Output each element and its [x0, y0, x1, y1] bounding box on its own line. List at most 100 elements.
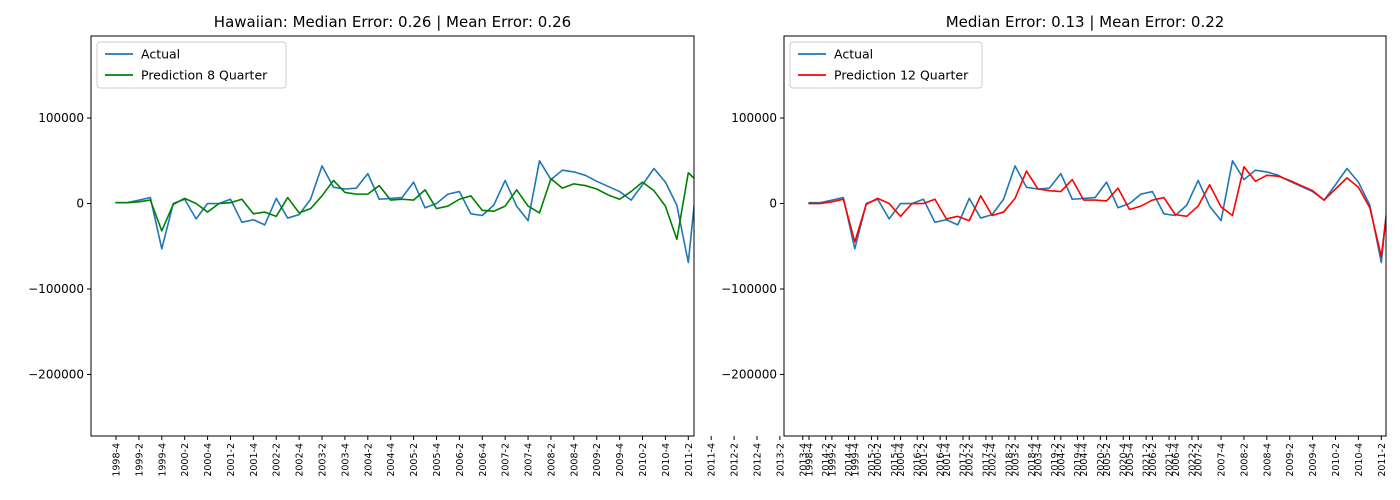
- x-tick-label: 2010-2: [638, 443, 649, 477]
- x-tick-label: 2018-2: [1004, 443, 1015, 477]
- x-tick-label: 2002-4: [988, 443, 999, 477]
- subplot-2: Median Error: 0.13 | Mean Error: 0.22 100…: [721, 13, 1400, 477]
- x-tick-label: 2010-4: [661, 443, 672, 477]
- x-tick-label: 2006-2: [455, 443, 466, 477]
- x-tick-label: 2003-4: [340, 443, 351, 477]
- y-tick-label: −200000: [721, 367, 777, 381]
- x-tick-label: 2007-4: [524, 443, 535, 477]
- x-tick-label: 2000-2: [180, 443, 191, 477]
- x-tick-label: 2014-2: [821, 443, 832, 477]
- x-tick-label: 2006-4: [478, 443, 489, 477]
- legend: Actual Prediction 12 Quarter: [789, 41, 983, 89]
- x-tick-label: 2019-2: [1050, 443, 1061, 477]
- x-tick-label: 2011-2: [684, 443, 695, 477]
- x-tick-label: 2005-4: [432, 443, 443, 477]
- subplot-1: Hawaiian: Median Error: 0.26 | Mean Erro…: [28, 13, 1198, 477]
- x-tick-label: 2019-4: [1073, 443, 1084, 477]
- x-tick-label: 2005-2: [409, 443, 420, 477]
- series-group: [808, 159, 1386, 264]
- x-tick-label: 2008-2: [546, 443, 557, 477]
- legend-label-actual: Actual: [834, 47, 873, 62]
- x-tick-label: 2009-2: [1285, 443, 1296, 477]
- x-tick-label: 2000-4: [203, 443, 214, 477]
- y-tick-label: 0: [769, 197, 777, 211]
- x-tick-label: 2008-2: [1239, 443, 1250, 477]
- x-tick-label: 2001-2: [226, 443, 237, 477]
- x-tick-label: 2003-2: [318, 443, 329, 477]
- y-tick-label: −200000: [28, 367, 84, 381]
- x-tick-label: 2008-4: [1262, 443, 1273, 477]
- x-tick-label: 2007-4: [1217, 443, 1228, 477]
- x-tick-label: 2002-4: [295, 443, 306, 477]
- x-tick-label: 2017-4: [981, 443, 992, 477]
- x-tick-label: 2010-2: [1331, 443, 1342, 477]
- axes-frame: [90, 35, 695, 437]
- x-tick-label: 2005-4: [1125, 443, 1136, 477]
- x-tick-label: 2020-2: [1096, 443, 1107, 477]
- x-tick-label: 1999-4: [850, 443, 861, 477]
- x-tick-label: 2010-4: [1354, 443, 1365, 477]
- x-tick-label: 2004-4: [386, 443, 397, 477]
- legend-label-prediction: Prediction 12 Quarter: [834, 68, 969, 83]
- x-tick-label: 2006-2: [1148, 443, 1159, 477]
- x-tick-label: 2018-4: [1027, 443, 1038, 477]
- x-tick-label: 2015-4: [890, 443, 901, 477]
- x-tick-label: 2000-2: [873, 443, 884, 477]
- series-line-prediction: [115, 171, 694, 241]
- x-tick-label: 2006-4: [1171, 443, 1182, 477]
- chart-title: Median Error: 0.13 | Mean Error: 0.22: [946, 13, 1225, 31]
- x-tick-label: 2000-4: [896, 443, 907, 477]
- x-tick-label: 2015-2: [867, 443, 878, 477]
- legend-label-actual: Actual: [141, 47, 180, 62]
- x-tick-label: 2016-4: [936, 443, 947, 477]
- x-tick-label: 2002-2: [965, 443, 976, 477]
- series-group: [115, 159, 694, 264]
- series-line-actual: [115, 159, 694, 264]
- y-tick-label: −100000: [721, 282, 777, 296]
- x-tick-label: 2009-4: [615, 443, 626, 477]
- x-tick-label: 2007-2: [1194, 443, 1205, 477]
- x-tick-label: 2013-2: [775, 443, 786, 477]
- x-tick-label: 2011-4: [707, 443, 718, 477]
- x-tick-label: 2020-4: [1119, 443, 1130, 477]
- x-tick-label: 2011-2: [1377, 443, 1388, 477]
- axes-frame: [783, 35, 1387, 437]
- x-tick-label: 2012-4: [752, 443, 763, 477]
- chart-title: Hawaiian: Median Error: 0.26 | Mean Erro…: [214, 13, 571, 31]
- x-tick-label: 2007-2: [501, 443, 512, 477]
- y-tick-label: 100000: [38, 111, 84, 125]
- legend-box: [789, 41, 983, 89]
- x-tick-label: 2012-2: [730, 443, 741, 477]
- x-tick-label: 2014-4: [844, 443, 855, 477]
- x-tick-label: 2001-4: [249, 443, 260, 477]
- x-tick-label: 2009-4: [1308, 443, 1319, 477]
- x-tick-label: 2003-2: [1011, 443, 1022, 477]
- x-tick-label: 2021-2: [1142, 443, 1153, 477]
- x-tick-label: 2001-4: [942, 443, 953, 477]
- x-tick-label: 1999-2: [827, 443, 838, 477]
- x-tick-label: 2021-4: [1165, 443, 1176, 477]
- x-tick-label: 2003-4: [1033, 443, 1044, 477]
- y-tick-label: 100000: [731, 111, 777, 125]
- x-tick-label: 2013-4: [798, 443, 809, 477]
- x-tick-label: 2001-2: [919, 443, 930, 477]
- x-tick-label: 2002-2: [272, 443, 283, 477]
- legend-label-prediction: Prediction 8 Quarter: [141, 68, 268, 83]
- legend: Actual Prediction 8 Quarter: [96, 41, 287, 89]
- legend-box: [96, 41, 287, 89]
- x-tick-label: 1998-4: [805, 443, 816, 477]
- x-tick-label: 1999-4: [157, 443, 168, 477]
- x-tick-label: 2009-2: [592, 443, 603, 477]
- x-tick-label: 2016-2: [913, 443, 924, 477]
- series-line-prediction: [808, 165, 1386, 258]
- x-tick-label: 2004-2: [363, 443, 374, 477]
- x-tick-label: 1998-4: [112, 443, 123, 477]
- x-tick-label: 1999-2: [134, 443, 145, 477]
- x-tick-label: 2022-2: [1187, 443, 1198, 477]
- y-tick-label: 0: [76, 197, 84, 211]
- y-tick-label: −100000: [28, 282, 84, 296]
- x-tick-label: 2004-4: [1079, 443, 1090, 477]
- x-tick-label: 2008-4: [569, 443, 580, 477]
- x-tick-label: 2005-2: [1102, 443, 1113, 477]
